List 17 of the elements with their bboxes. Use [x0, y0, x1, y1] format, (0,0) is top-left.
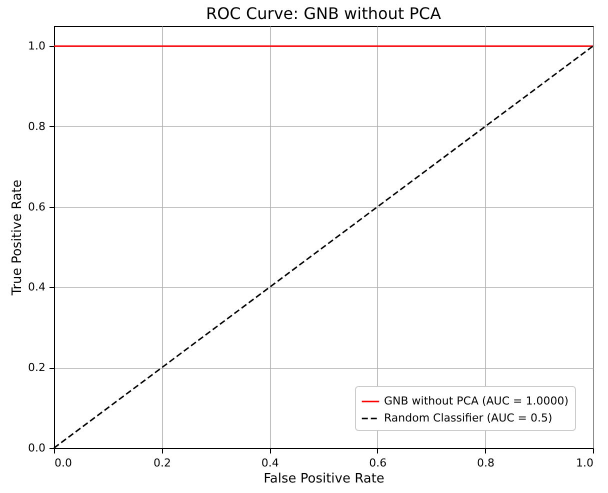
y-tick-label: 0.6 — [28, 200, 46, 214]
x-tick-label: 0.2 — [154, 456, 172, 470]
x-tick-label: 1.0 — [576, 456, 594, 470]
legend-label: Random Classifier (AUC = 0.5) — [384, 412, 552, 424]
y-tick-label: 0.4 — [28, 280, 46, 294]
chart-title: ROC Curve: GNB without PCA — [206, 4, 442, 23]
y-tick-label: 0.0 — [28, 442, 46, 454]
y-axis-title: True Positive Rate — [10, 180, 26, 296]
x-tick-label: 0.0 — [54, 456, 72, 470]
y-tick-label: 1.0 — [28, 40, 46, 53]
x-tick-label: 0.4 — [261, 456, 279, 470]
x-tick-label: 0.8 — [476, 456, 494, 470]
y-tick-label: 0.2 — [28, 361, 46, 374]
x-axis-title: False Positive Rate — [264, 472, 384, 486]
y-tick-label: 0.8 — [28, 120, 46, 133]
legend-label: GNB without PCA (AUC = 1.0000) — [384, 394, 569, 408]
x-tick-label: 0.6 — [369, 456, 387, 470]
